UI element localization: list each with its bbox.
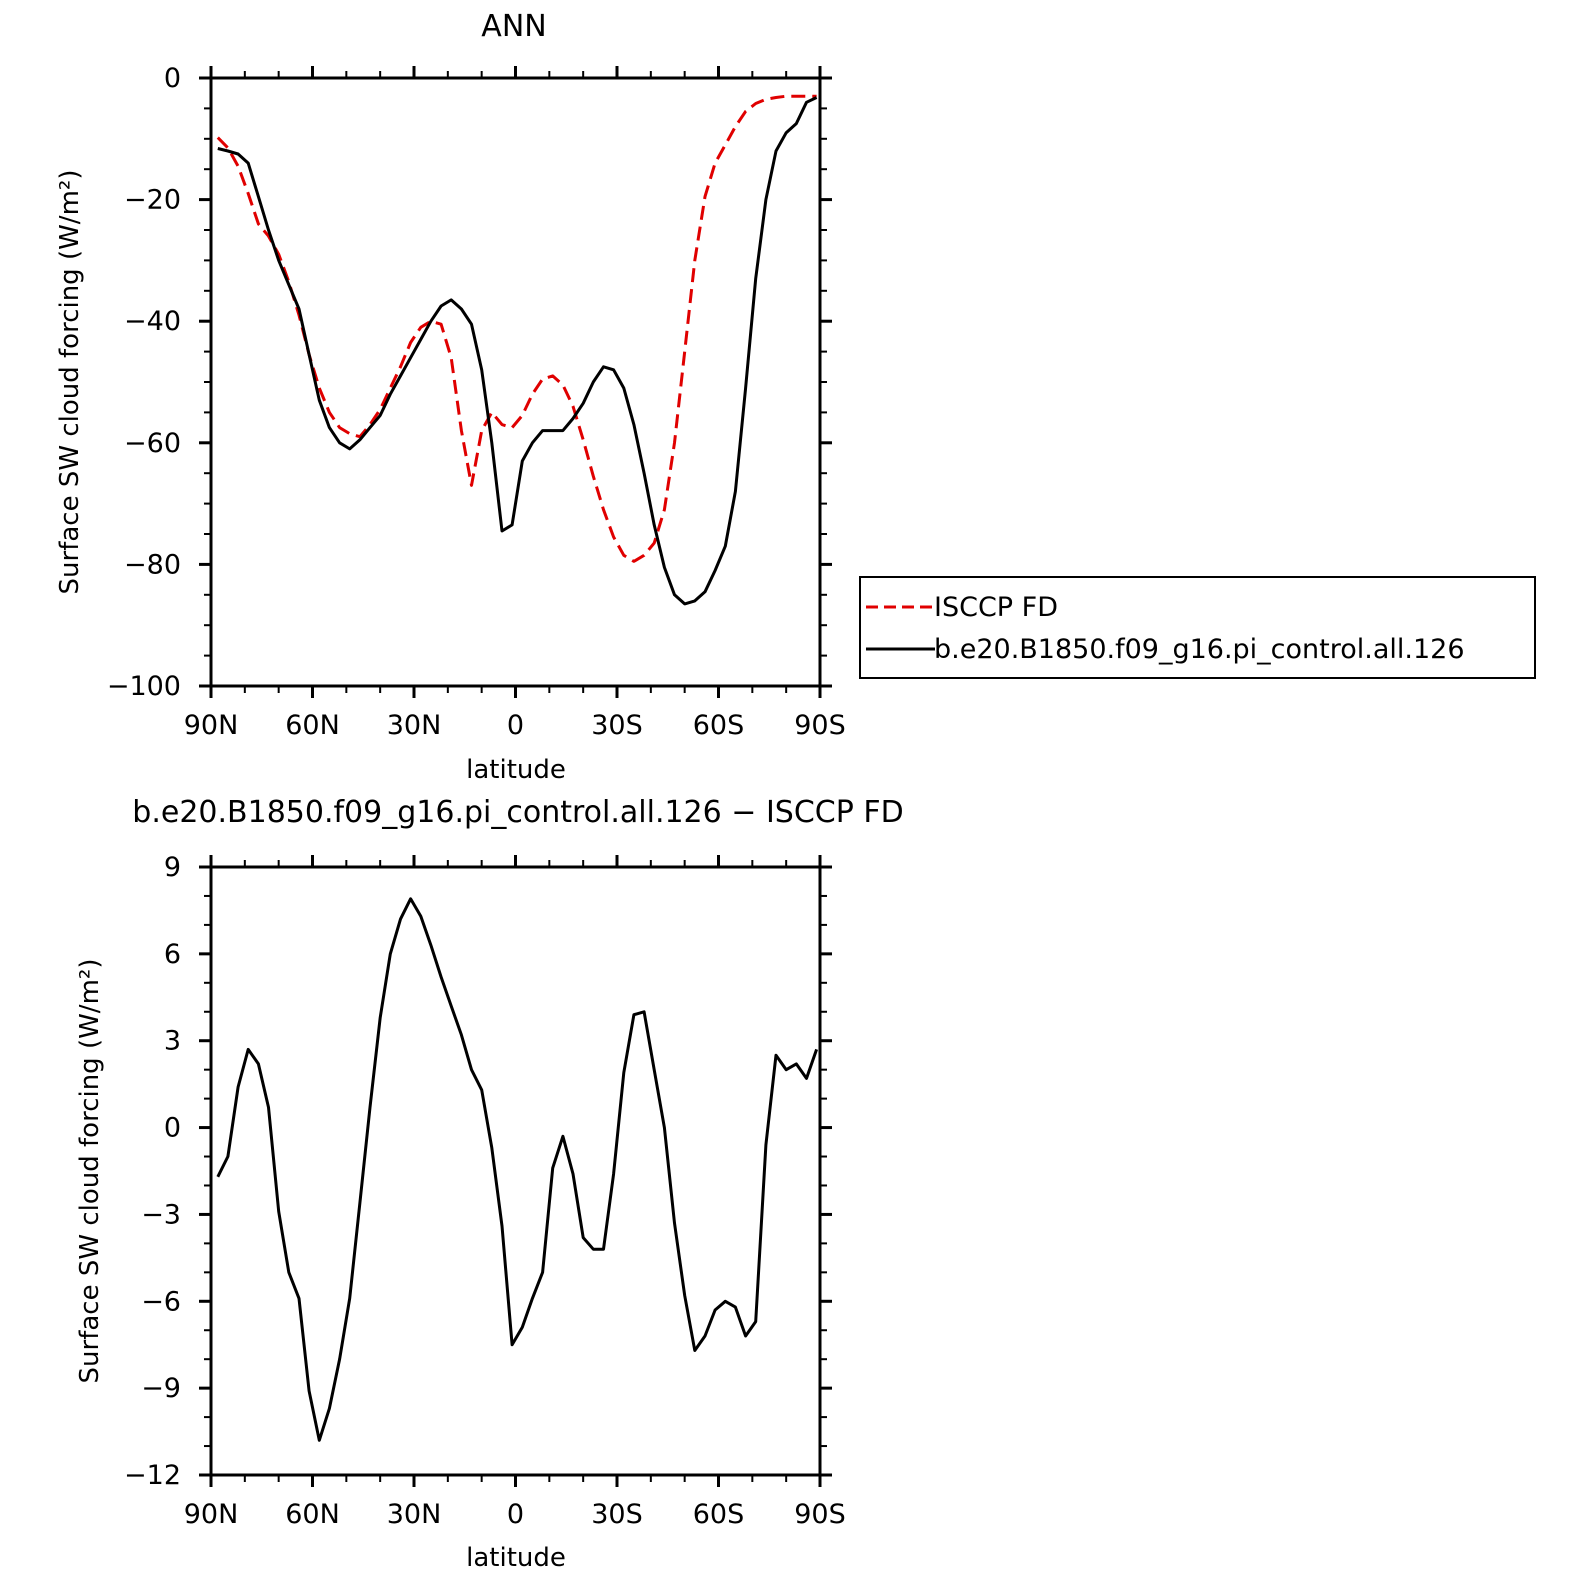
bottom-panel: b.e20.B1850.f09_g16.pi_control.all.126 −… [75, 795, 904, 1573]
x-tick-label: 30N [387, 710, 442, 741]
x-tick-label: 0 [507, 710, 524, 741]
top-y-tick-labels: 0 −20 −40 −60 −80 −100 [107, 63, 181, 702]
bottom-chart-title: b.e20.B1850.f09_g16.pi_control.all.126 −… [132, 795, 903, 830]
y-tick-label: −12 [124, 1460, 181, 1491]
bottom-y-axis-label: Surface SW cloud forcing (W/m²) [75, 959, 105, 1384]
y-tick-label: −20 [124, 185, 181, 216]
series-line-difference [216, 897, 819, 1442]
y-tick-label: −6 [141, 1286, 181, 1317]
y-tick-label: −100 [107, 671, 181, 702]
x-tick-label: 90S [794, 710, 846, 741]
y-tick-label: −9 [141, 1373, 181, 1404]
y-tick-label: −60 [124, 428, 181, 459]
x-tick-label: 60N [285, 710, 340, 741]
bottom-x-axis-label: latitude [466, 1543, 566, 1573]
x-tick-label: 30S [591, 710, 643, 741]
y-tick-label: −80 [124, 549, 181, 580]
bottom-x-tick-labels: 90N 60N 30N 0 30S 60S 90S [184, 1499, 846, 1530]
x-tick-label: 30N [387, 1499, 442, 1530]
y-tick-label: −3 [141, 1199, 181, 1230]
bottom-axis-ticks [199, 855, 832, 1487]
y-tick-label: 0 [164, 1113, 181, 1144]
x-tick-label: 60N [285, 1499, 340, 1530]
y-tick-label: 0 [164, 63, 181, 94]
legend-label-model: b.e20.B1850.f09_g16.pi_control.all.126 [934, 634, 1465, 665]
y-tick-label: 3 [164, 1026, 181, 1057]
x-tick-label: 60S [693, 1499, 745, 1530]
y-tick-label: 9 [164, 852, 181, 883]
x-tick-label: 90N [184, 710, 239, 741]
series-line-model [217, 96, 818, 606]
legend-label-isccp-fd: ISCCP FD [934, 592, 1058, 623]
series-line-isccp-fd [216, 94, 817, 563]
bottom-y-tick-labels: 9 6 3 0 −3 −6 −9 −12 [124, 852, 181, 1491]
top-axis-ticks [199, 66, 832, 698]
top-series-group [216, 94, 818, 606]
top-plot-frame [209, 76, 822, 688]
x-tick-label: 90S [794, 1499, 846, 1530]
bottom-series-group [216, 897, 819, 1442]
legend-box [859, 576, 1536, 679]
top-chart-title: ANN [481, 9, 546, 44]
top-panel: ANN 90N 60N 30N 0 30S 60S 90S 0 −20 −40 −60 −80 −10… [55, 9, 1536, 785]
top-x-axis-label: latitude [466, 755, 566, 785]
top-x-tick-labels: 90N 60N 30N 0 30S 60S 90S [184, 710, 846, 741]
y-tick-label: 6 [164, 939, 181, 970]
bottom-plot-frame [209, 865, 822, 1477]
x-tick-label: 90N [184, 1499, 239, 1530]
top-y-axis-label: Surface SW cloud forcing (W/m²) [55, 170, 85, 595]
legend: ISCCP FD b.e20.B1850.f09_g16.pi_control.… [859, 576, 1536, 679]
x-tick-label: 0 [507, 1499, 524, 1530]
x-tick-label: 30S [591, 1499, 643, 1530]
y-tick-label: −40 [124, 306, 181, 337]
x-tick-label: 60S [693, 710, 745, 741]
